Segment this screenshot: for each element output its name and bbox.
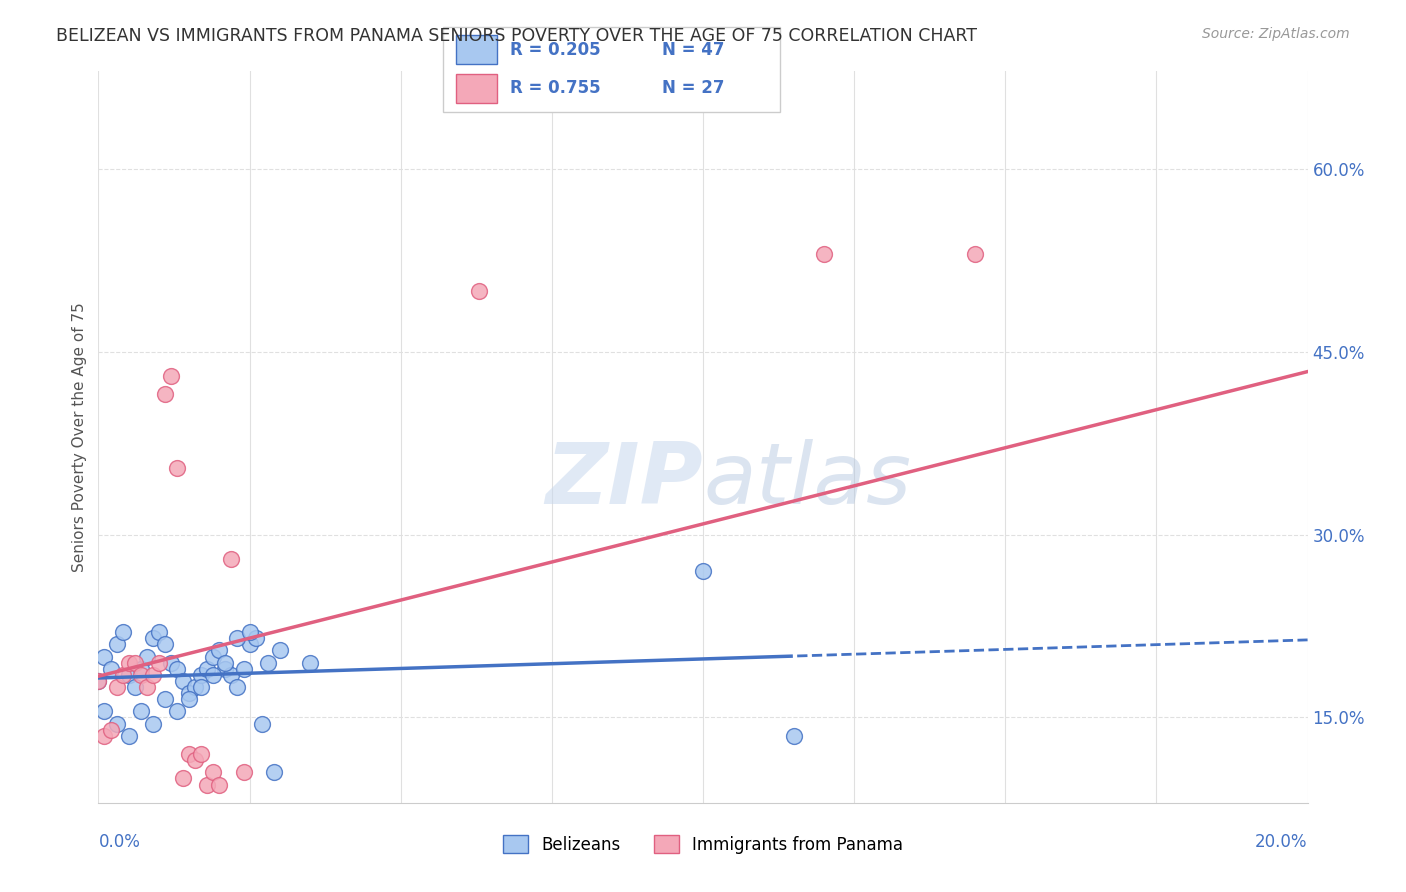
Point <box>239 637 262 651</box>
Text: Source: ZipAtlas.com: Source: ZipAtlas.com <box>1202 27 1350 41</box>
Point <box>965 247 987 261</box>
Point <box>118 656 141 670</box>
Point <box>142 632 165 646</box>
Text: atlas: atlas <box>703 440 911 523</box>
Point <box>100 723 122 737</box>
Point <box>142 667 165 682</box>
Text: ZIP: ZIP <box>546 440 703 523</box>
Point <box>184 753 207 767</box>
Point <box>111 625 134 640</box>
Point <box>166 705 188 719</box>
Point <box>142 716 165 731</box>
Point <box>1115 814 1137 828</box>
Text: 20.0%: 20.0% <box>1256 833 1308 851</box>
Point <box>172 772 194 786</box>
Point <box>692 564 714 578</box>
Text: R = 0.205: R = 0.205 <box>510 42 600 60</box>
Point <box>813 247 835 261</box>
Point <box>105 637 128 651</box>
Point <box>208 643 231 657</box>
Point <box>190 680 212 694</box>
Point <box>232 662 254 676</box>
Point <box>100 662 122 676</box>
Point <box>93 649 115 664</box>
FancyBboxPatch shape <box>457 74 496 103</box>
Point <box>195 662 218 676</box>
Point <box>184 680 207 694</box>
Point <box>87 673 110 688</box>
Point <box>202 765 225 780</box>
Point <box>269 643 291 657</box>
Point <box>124 680 146 694</box>
Point <box>783 729 806 743</box>
Point <box>129 662 152 676</box>
Y-axis label: Seniors Poverty Over the Age of 75: Seniors Poverty Over the Age of 75 <box>72 302 87 572</box>
Point <box>202 667 225 682</box>
Point <box>195 778 218 792</box>
Point <box>153 637 176 651</box>
Text: R = 0.755: R = 0.755 <box>510 78 600 96</box>
Point <box>118 729 141 743</box>
Point <box>124 656 146 670</box>
Point <box>93 729 115 743</box>
Point <box>263 765 285 780</box>
Point <box>93 705 115 719</box>
Point <box>214 662 236 676</box>
Point <box>190 667 212 682</box>
Point <box>148 625 170 640</box>
Point <box>221 552 243 566</box>
Point <box>226 680 249 694</box>
Point <box>256 656 278 670</box>
FancyBboxPatch shape <box>457 35 496 64</box>
Point <box>190 747 212 761</box>
Point <box>129 667 152 682</box>
Point <box>166 662 188 676</box>
Point <box>221 667 243 682</box>
FancyBboxPatch shape <box>443 27 780 112</box>
Point <box>135 649 157 664</box>
Point <box>468 284 491 298</box>
Point <box>250 716 273 731</box>
Point <box>202 649 225 664</box>
Text: 0.0%: 0.0% <box>98 833 141 851</box>
Point <box>160 656 183 670</box>
Text: BELIZEAN VS IMMIGRANTS FROM PANAMA SENIORS POVERTY OVER THE AGE OF 75 CORRELATIO: BELIZEAN VS IMMIGRANTS FROM PANAMA SENIO… <box>56 27 977 45</box>
Point <box>118 667 141 682</box>
Point <box>239 625 262 640</box>
Legend: Belizeans, Immigrants from Panama: Belizeans, Immigrants from Panama <box>496 829 910 860</box>
Point <box>232 765 254 780</box>
Point <box>245 632 267 646</box>
Point <box>179 747 201 761</box>
Point <box>87 673 110 688</box>
Point <box>135 680 157 694</box>
Point <box>129 705 152 719</box>
Point <box>153 387 176 401</box>
Point <box>179 692 201 706</box>
Point <box>179 686 201 700</box>
Point <box>148 656 170 670</box>
Point <box>105 680 128 694</box>
Point <box>214 656 236 670</box>
Point <box>111 667 134 682</box>
Point <box>226 632 249 646</box>
Point <box>153 692 176 706</box>
Text: N = 27: N = 27 <box>662 78 724 96</box>
Point <box>208 778 231 792</box>
Point <box>160 369 183 384</box>
Point <box>105 716 128 731</box>
Point <box>172 673 194 688</box>
Point <box>299 656 322 670</box>
Text: N = 47: N = 47 <box>662 42 724 60</box>
Point <box>166 460 188 475</box>
